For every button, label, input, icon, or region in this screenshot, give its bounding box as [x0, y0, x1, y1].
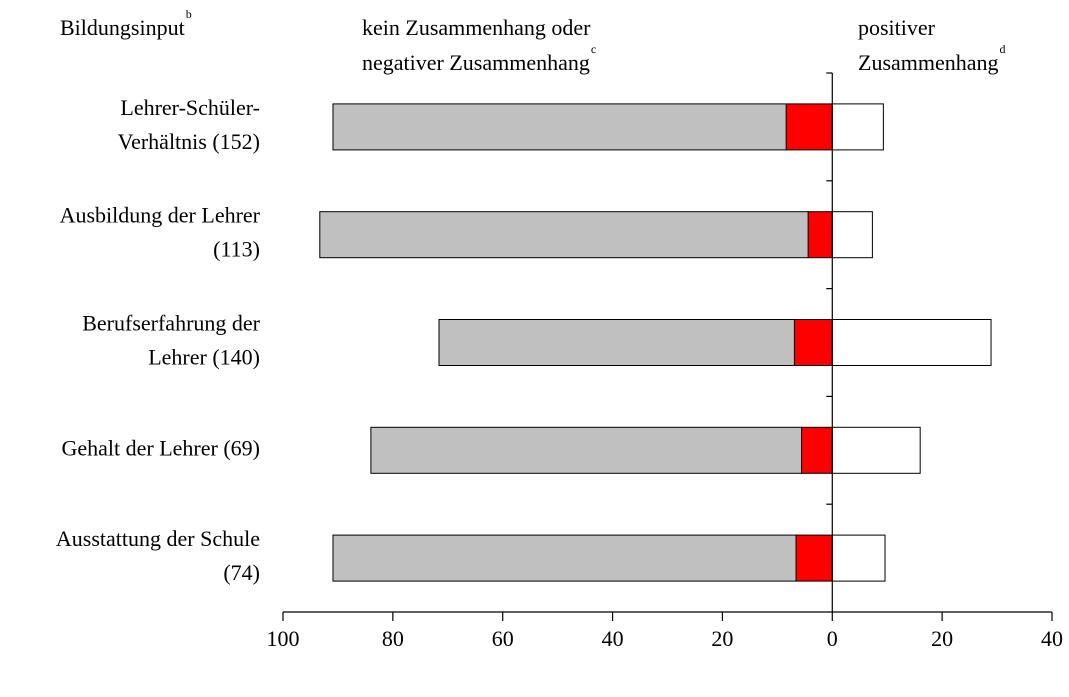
bar	[831, 319, 992, 366]
header-text: kein Zusammenhang oder	[362, 15, 591, 40]
bar	[785, 103, 833, 151]
header-superscript: b	[186, 7, 192, 21]
category-label: Lehrer-Schüler-	[120, 95, 260, 120]
x-tick-label: 0	[827, 626, 838, 651]
category-label: Verhältnis (152)	[118, 129, 260, 154]
bar	[438, 319, 795, 366]
header-text: positiver	[858, 15, 936, 40]
bar	[370, 426, 803, 474]
category-label: Gehalt der Lehrer (69)	[61, 435, 260, 460]
x-tick-label: 20	[711, 626, 733, 651]
bar	[831, 103, 884, 151]
header-superscript: c	[591, 42, 596, 56]
category-label: (113)	[213, 237, 260, 262]
header-superscript: d	[1000, 42, 1006, 56]
category-label: Lehrer (140)	[148, 345, 260, 370]
bar	[319, 211, 809, 259]
x-tick-label: 40	[1041, 626, 1063, 651]
category-label: Berufserfahrung der	[82, 311, 260, 336]
bar	[831, 534, 886, 582]
bar	[795, 534, 833, 582]
x-tick-label: 80	[382, 626, 404, 651]
category-label: Ausbildung der Lehrer	[60, 203, 261, 228]
category-label: (74)	[223, 560, 260, 585]
bar	[793, 319, 833, 366]
category-label: Ausstattung der Schule	[56, 526, 260, 551]
x-tick-label: 60	[492, 626, 514, 651]
bar	[332, 534, 797, 582]
x-tick-label: 20	[931, 626, 953, 651]
bar	[332, 103, 787, 151]
bar	[801, 426, 833, 474]
bar	[831, 211, 873, 259]
x-tick-label: 40	[602, 626, 624, 651]
header-text: Bildungsinput	[60, 15, 185, 40]
bar	[807, 211, 833, 259]
bar	[831, 426, 921, 474]
header-text: Zusammenhang	[858, 50, 999, 75]
header-text: negativer Zusammenhang	[362, 50, 590, 75]
x-tick-label: 100	[267, 626, 300, 651]
